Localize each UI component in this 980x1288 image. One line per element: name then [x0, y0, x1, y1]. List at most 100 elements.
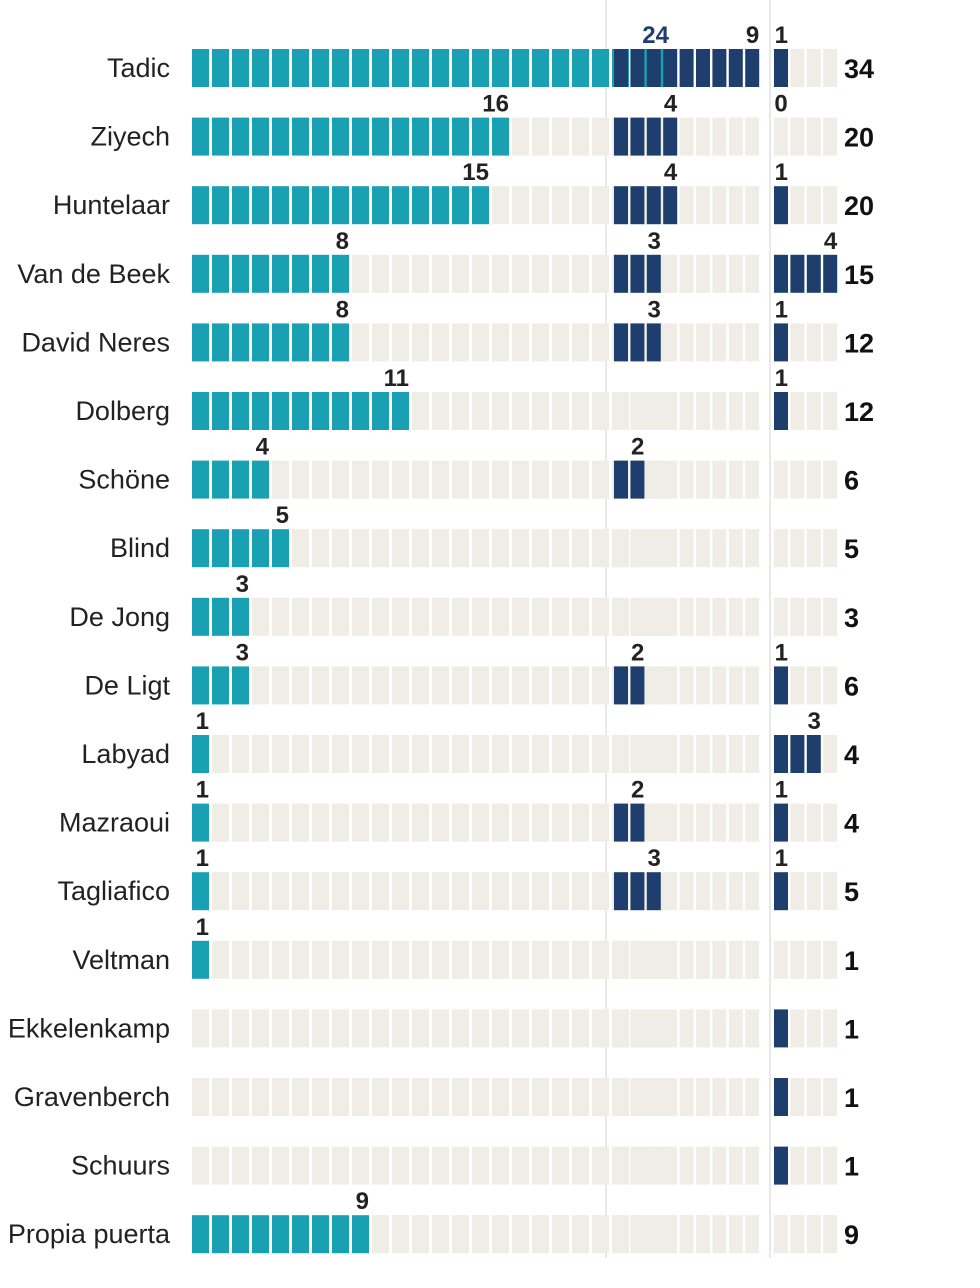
bar-cell-empty — [592, 872, 609, 911]
bar-cell-filled — [192, 940, 209, 979]
bar-cell-empty — [745, 1146, 760, 1185]
bar-cell-empty — [372, 872, 389, 911]
bar-cell-empty — [352, 597, 369, 636]
data-label: 1 — [775, 365, 788, 392]
bar-cell-empty — [212, 1146, 229, 1185]
bar-cell-filled — [232, 597, 249, 636]
bar-cell-empty — [646, 666, 661, 705]
bar-cell-empty — [192, 1078, 209, 1116]
bar-cell-filled — [352, 1215, 369, 1254]
row-total: 34 — [844, 54, 874, 84]
bar-cell-empty — [552, 186, 569, 225]
bar-cell-empty — [823, 597, 838, 636]
bar-cell-empty — [192, 1146, 209, 1185]
bar-cell-empty — [472, 460, 489, 499]
row-total: 4 — [844, 809, 859, 839]
bar-cell-empty — [679, 1215, 694, 1254]
bar-cell-filled — [192, 597, 209, 636]
bar-cell-filled — [774, 392, 788, 430]
bar-cell-empty — [512, 1146, 529, 1185]
bar-cell-empty — [452, 529, 469, 568]
bar-cell-filled — [774, 186, 788, 225]
bar-cell-empty — [552, 872, 569, 911]
bar-cell-filled — [232, 49, 249, 87]
bar-cell-empty — [212, 940, 229, 979]
bar-cell-empty — [392, 1146, 409, 1185]
bar-cell-filled — [252, 460, 269, 499]
bar-cell-empty — [532, 1078, 549, 1116]
bar-cell-empty — [630, 529, 645, 568]
bar-cell-empty — [572, 117, 589, 156]
bar-cell-empty — [212, 1009, 229, 1048]
player-name: De Jong — [69, 602, 170, 632]
bar-cell-empty — [696, 597, 710, 636]
bar-cell-empty — [512, 940, 529, 979]
bar-cell-empty — [412, 666, 429, 705]
bar-cell-empty — [679, 1078, 694, 1116]
bar-cell-empty — [372, 254, 389, 293]
bar-cell-empty — [292, 529, 309, 568]
bar-cell-empty — [646, 803, 661, 842]
bar-cell-filled — [806, 735, 821, 773]
bar-cell-empty — [806, 49, 821, 87]
bar-cell-empty — [592, 666, 609, 705]
bar-cell-empty — [532, 460, 549, 499]
bar-cell-empty — [492, 1078, 509, 1116]
bar-cell-filled — [646, 186, 661, 225]
bar-cell-filled — [232, 186, 249, 225]
bar-cell-filled — [272, 117, 289, 156]
bar-cell-empty — [663, 1009, 678, 1048]
bar-cell-empty — [352, 460, 369, 499]
bar-cell-empty — [806, 1215, 821, 1254]
bar-cell-empty — [630, 597, 645, 636]
row-total: 20 — [844, 191, 874, 221]
bar-cell-empty — [790, 666, 805, 705]
bar-cell-empty — [392, 1078, 409, 1116]
bar-cell-filled — [774, 666, 788, 705]
bar-cell-filled — [646, 117, 661, 156]
bar-cell-empty — [823, 460, 838, 499]
bar-cell-empty — [432, 1009, 449, 1048]
bar-cell-filled — [232, 666, 249, 705]
bar-cell-empty — [592, 1215, 609, 1254]
bar-cell-empty — [679, 872, 694, 911]
data-label: 3 — [647, 845, 660, 872]
bar-cell-empty — [332, 735, 349, 773]
bar-cell-empty — [432, 666, 449, 705]
row-total: 12 — [844, 328, 874, 358]
bar-cell-empty — [432, 529, 449, 568]
bar-cell-filled — [614, 803, 628, 842]
bar-cell-empty — [252, 872, 269, 911]
bar-cell-empty — [432, 597, 449, 636]
bar-cell-empty — [679, 940, 694, 979]
bar-cell-empty — [312, 1078, 329, 1116]
bar-cell-filled — [432, 186, 449, 225]
bar-cell-filled — [696, 49, 710, 87]
bar-cell-empty — [663, 1078, 678, 1116]
bar-cell-empty — [512, 186, 529, 225]
bar-cell-empty — [292, 1009, 309, 1048]
bar-cell-empty — [392, 597, 409, 636]
bar-cell-empty — [696, 117, 710, 156]
bar-cell-empty — [745, 666, 760, 705]
bar-cell-empty — [532, 392, 549, 430]
bar-cell-filled — [352, 117, 369, 156]
bar-cell-empty — [806, 460, 821, 499]
bar-cell-filled — [232, 117, 249, 156]
bar-cell-empty — [452, 460, 469, 499]
bar-cell-empty — [452, 597, 469, 636]
bar-cell-empty — [532, 529, 549, 568]
data-label: 4 — [664, 91, 678, 118]
bar-cell-empty — [332, 1078, 349, 1116]
bar-cell-empty — [745, 323, 760, 362]
bar-cell-empty — [492, 392, 509, 430]
bar-cell-filled — [472, 49, 489, 87]
bar-cell-empty — [823, 872, 838, 911]
bar-cell-empty — [823, 186, 838, 225]
bar-cell-empty — [192, 1009, 209, 1048]
bar-cell-empty — [614, 940, 628, 979]
bar-cell-empty — [512, 254, 529, 293]
bar-cell-empty — [472, 392, 489, 430]
bar-cell-empty — [679, 254, 694, 293]
bar-cell-empty — [712, 1078, 727, 1116]
